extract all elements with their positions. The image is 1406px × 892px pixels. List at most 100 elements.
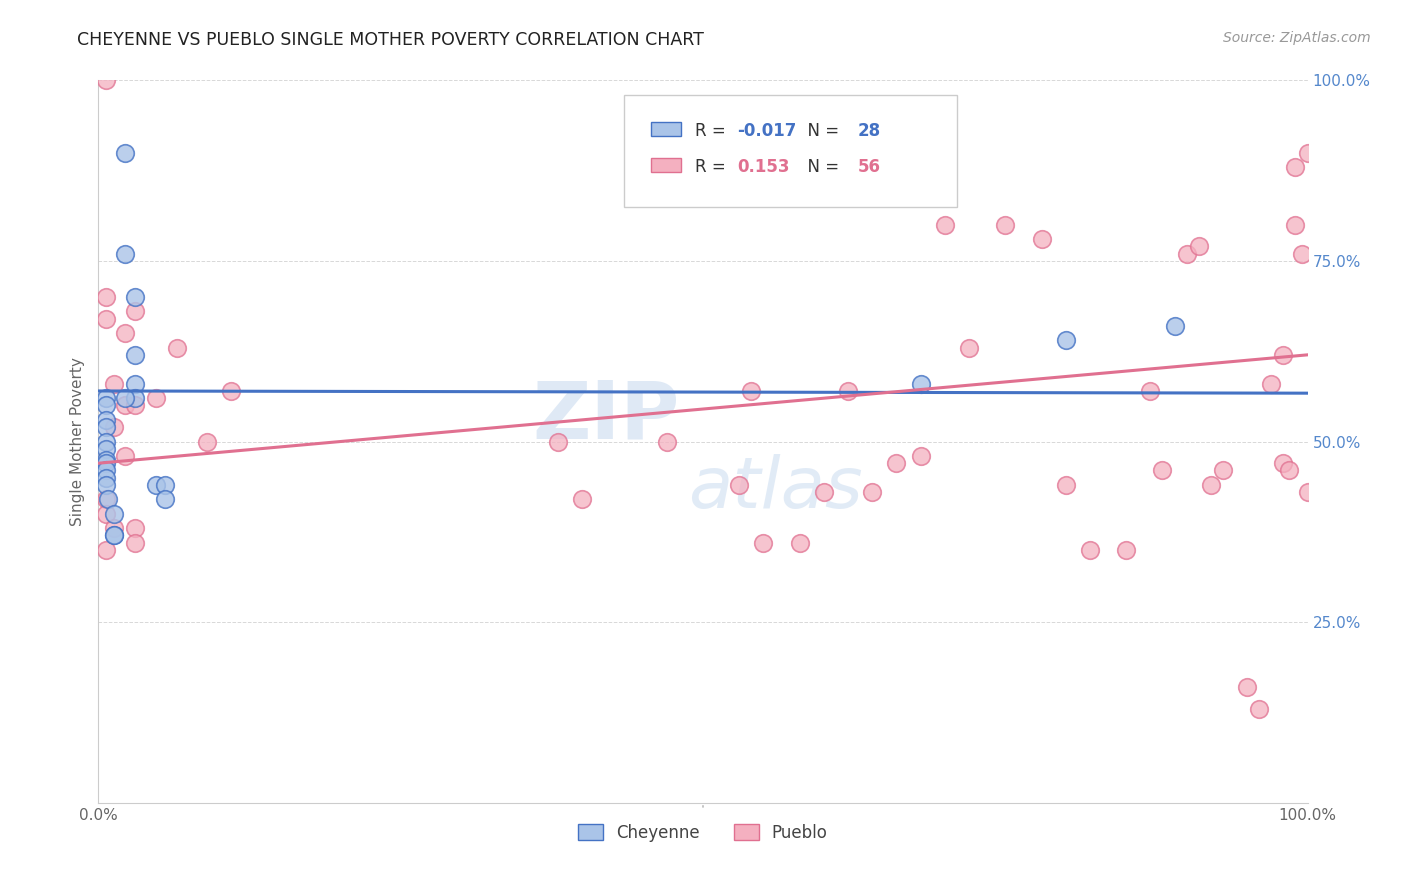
Point xyxy=(1175,246,1198,260)
Point xyxy=(94,73,117,87)
Point xyxy=(1054,478,1077,492)
Point xyxy=(1260,376,1282,391)
Point xyxy=(153,478,176,492)
Point xyxy=(94,492,117,507)
Bar xyxy=(651,122,682,136)
Point xyxy=(94,420,117,434)
Point xyxy=(1199,478,1222,492)
Point xyxy=(1272,456,1295,470)
Point xyxy=(114,326,136,340)
Point xyxy=(1291,246,1313,260)
Point xyxy=(124,290,146,304)
Point xyxy=(94,290,117,304)
Point xyxy=(957,341,980,355)
Point xyxy=(1249,702,1271,716)
Point xyxy=(1152,463,1174,477)
Point xyxy=(103,507,125,521)
Point xyxy=(1139,384,1161,398)
Point xyxy=(910,376,932,391)
Point xyxy=(1278,463,1301,477)
Point xyxy=(94,463,117,477)
Point xyxy=(94,507,117,521)
Point xyxy=(910,449,932,463)
Point xyxy=(837,384,859,398)
Point xyxy=(124,398,146,412)
Point xyxy=(571,492,593,507)
Point xyxy=(94,470,117,484)
Point xyxy=(728,478,751,492)
Point xyxy=(103,528,125,542)
Point xyxy=(1284,160,1306,174)
Y-axis label: Single Mother Poverty: Single Mother Poverty xyxy=(70,357,86,526)
Text: R =: R = xyxy=(695,122,731,140)
Point xyxy=(1212,463,1234,477)
Point xyxy=(103,528,125,542)
Point xyxy=(166,341,188,355)
Text: N =: N = xyxy=(797,158,845,176)
Point xyxy=(94,434,117,449)
Point xyxy=(994,218,1017,232)
Point xyxy=(114,391,136,405)
Point xyxy=(103,376,125,391)
Point xyxy=(789,535,811,549)
Point xyxy=(145,391,167,405)
Point xyxy=(1188,239,1211,253)
Legend: Cheyenne, Pueblo: Cheyenne, Pueblo xyxy=(572,817,834,848)
Point xyxy=(103,521,125,535)
Text: N =: N = xyxy=(797,122,845,140)
Point xyxy=(94,452,117,467)
Point xyxy=(94,442,117,456)
Point xyxy=(114,398,136,412)
Point xyxy=(124,376,146,391)
Point xyxy=(145,478,167,492)
Point xyxy=(1054,334,1077,348)
Text: atlas: atlas xyxy=(689,454,863,523)
Point xyxy=(114,449,136,463)
Point xyxy=(124,348,146,362)
Point xyxy=(97,492,120,507)
FancyBboxPatch shape xyxy=(624,95,957,207)
Point xyxy=(752,535,775,549)
Point xyxy=(153,492,176,507)
Point xyxy=(1296,145,1319,160)
Text: 0.153: 0.153 xyxy=(737,158,789,176)
Bar xyxy=(651,158,682,172)
Text: Source: ZipAtlas.com: Source: ZipAtlas.com xyxy=(1223,31,1371,45)
Text: 56: 56 xyxy=(858,158,880,176)
Text: CHEYENNE VS PUEBLO SINGLE MOTHER POVERTY CORRELATION CHART: CHEYENNE VS PUEBLO SINGLE MOTHER POVERTY… xyxy=(77,31,704,49)
Point xyxy=(94,398,117,412)
Text: 28: 28 xyxy=(858,122,882,140)
Point xyxy=(124,535,146,549)
Point xyxy=(195,434,218,449)
Text: ZIP: ZIP xyxy=(533,377,681,455)
Point xyxy=(1236,680,1258,694)
Text: -0.017: -0.017 xyxy=(737,122,796,140)
Point xyxy=(124,304,146,318)
Point xyxy=(547,434,569,449)
Point xyxy=(124,391,146,405)
Point xyxy=(94,311,117,326)
Point xyxy=(1031,232,1053,246)
Point xyxy=(1272,348,1295,362)
Point xyxy=(934,218,956,232)
Point xyxy=(94,478,117,492)
Point xyxy=(740,384,762,398)
Point xyxy=(1284,218,1306,232)
Point xyxy=(1078,542,1101,557)
Point xyxy=(94,456,117,470)
Point xyxy=(103,420,125,434)
Point xyxy=(655,434,678,449)
Point xyxy=(94,413,117,427)
Point xyxy=(1115,542,1137,557)
Point xyxy=(94,542,117,557)
Point xyxy=(124,521,146,535)
Text: R =: R = xyxy=(695,158,735,176)
Point xyxy=(114,246,136,260)
Point xyxy=(886,456,908,470)
Point xyxy=(860,485,883,500)
Point xyxy=(1163,318,1185,333)
Point xyxy=(1296,485,1319,500)
Point xyxy=(114,145,136,160)
Point xyxy=(94,391,117,405)
Point xyxy=(813,485,835,500)
